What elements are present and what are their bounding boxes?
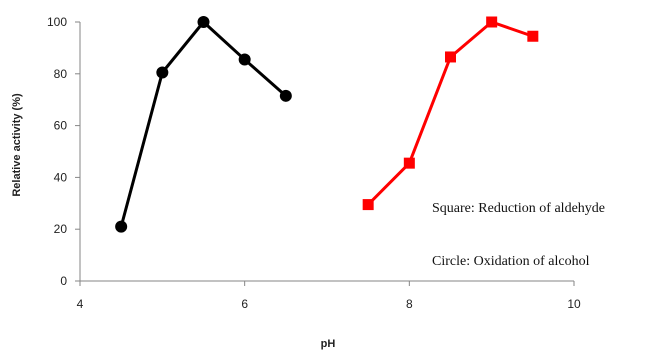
x-tick-label: 4 (77, 297, 84, 311)
x-tick-label: 8 (406, 297, 413, 311)
data-point-circle (279, 89, 292, 102)
x-tick-label: 10 (567, 297, 581, 311)
series-square (362, 16, 539, 211)
y-ticks: 0 20 40 60 80 100 (47, 15, 80, 288)
data-point-square (445, 51, 456, 63)
annotation-circle-legend: Circle: Oxidation of alcohol (432, 254, 590, 269)
data-point-square (403, 157, 415, 169)
data-point-circle (197, 16, 210, 28)
y-tick-label: 0 (60, 274, 67, 288)
y-tick-label: 100 (47, 15, 67, 29)
x-ticks: 4 6 8 10 (77, 281, 581, 311)
axes: 4 6 8 10 0 20 40 60 80 100 (47, 15, 581, 311)
y-tick-label: 60 (54, 119, 68, 133)
data-point-circle (156, 66, 169, 79)
series-circle (115, 16, 292, 233)
y-axis-title: Relative activity (%) (11, 93, 23, 197)
y-tick-label: 40 (54, 170, 68, 184)
x-tick-label: 6 (241, 297, 248, 311)
series-line (367, 20, 534, 206)
annotation-square-legend: Square: Reduction of aldehyde (432, 201, 605, 216)
data-point-circle (238, 53, 251, 66)
y-tick-label: 80 (54, 67, 68, 81)
y-tick-label: 20 (54, 222, 68, 236)
series-line (119, 20, 287, 227)
data-point-circle (115, 220, 128, 233)
data-point-square (486, 16, 498, 28)
data-point-square (362, 199, 374, 211)
x-axis-title: pH (321, 338, 336, 350)
data-point-square (527, 30, 539, 42)
series-layer (115, 16, 539, 233)
